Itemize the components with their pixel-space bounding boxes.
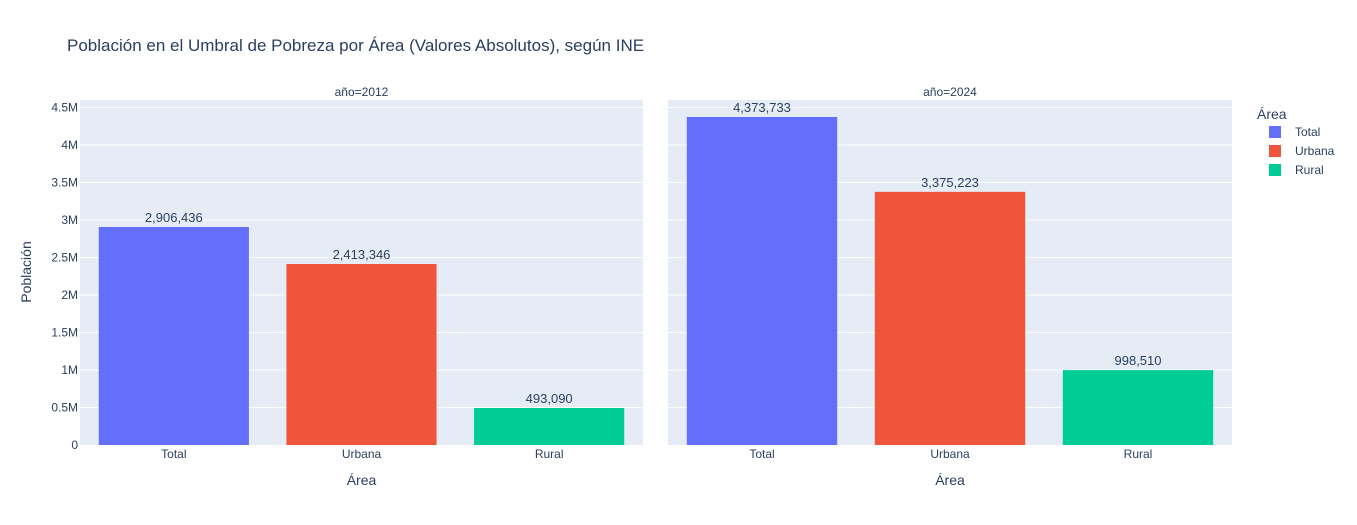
x-axis-title: Área [935,472,965,488]
legend: Área Total Urbana Rural [1257,106,1335,177]
legend-entry-urbana: Urbana [1295,144,1335,158]
facet-1: año=2024 4,373,733 Total 3,375,223 Urbana 998… [668,85,1232,488]
y-tick-label: 0.5M [51,401,78,415]
bar-urbana [286,263,437,445]
bar-total [98,227,249,445]
bar-value-label: 2,906,436 [145,210,203,225]
x-tick-label: Urbana [930,447,970,461]
x-tick-label: Total [161,447,186,461]
bar-value-label: 3,375,223 [921,175,979,190]
y-tick-label: 2M [61,288,78,302]
facet-0: 0 0.5M 1M 1.5M 2M 2.5M 3M 3.5M 4M 4.5M año=2012 2,9… [51,85,643,488]
bar-value-label: 998,510 [1115,353,1162,368]
legend-swatch-total [1269,126,1281,138]
chart-title: Población en el Umbral de Pobreza por Ár… [67,36,644,55]
x-tick-label: Total [749,447,774,461]
bar-value-label: 493,090 [526,391,573,406]
x-tick-label: Rural [1124,447,1153,461]
y-tick-label: 0 [71,438,78,452]
y-tick-label: 2.5M [51,251,78,265]
bar-rural [1062,370,1214,445]
legend-entry-rural: Rural [1295,163,1324,177]
bar-urbana [874,191,1026,445]
bar-value-label: 4,373,733 [733,100,791,115]
y-tick-label: 4.5M [51,101,78,115]
y-tick-label: 3M [61,213,78,227]
legend-swatch-rural [1269,164,1281,176]
y-tick-label: 1M [61,363,78,377]
x-axis-title: Área [347,472,377,488]
y-tick-label: 1.5M [51,326,78,340]
legend-entry-total: Total [1295,125,1320,139]
y-tick-label: 4M [61,138,78,152]
x-tick-label: Urbana [342,447,382,461]
facet-title: año=2024 [923,85,977,99]
legend-title: Área [1257,106,1287,122]
facets: 0 0.5M 1M 1.5M 2M 2.5M 3M 3.5M 4M 4.5M año=2012 2,9… [51,85,1232,488]
bar-value-label: 2,413,346 [333,247,391,262]
legend-swatch-urbana [1269,145,1281,157]
facet-title: año=2012 [335,85,389,99]
x-tick-label: Rural [535,447,564,461]
bar-total [686,116,838,445]
y-tick-label: 3.5M [51,176,78,190]
bar-rural [474,408,625,445]
y-axis-title: Población [18,241,34,303]
